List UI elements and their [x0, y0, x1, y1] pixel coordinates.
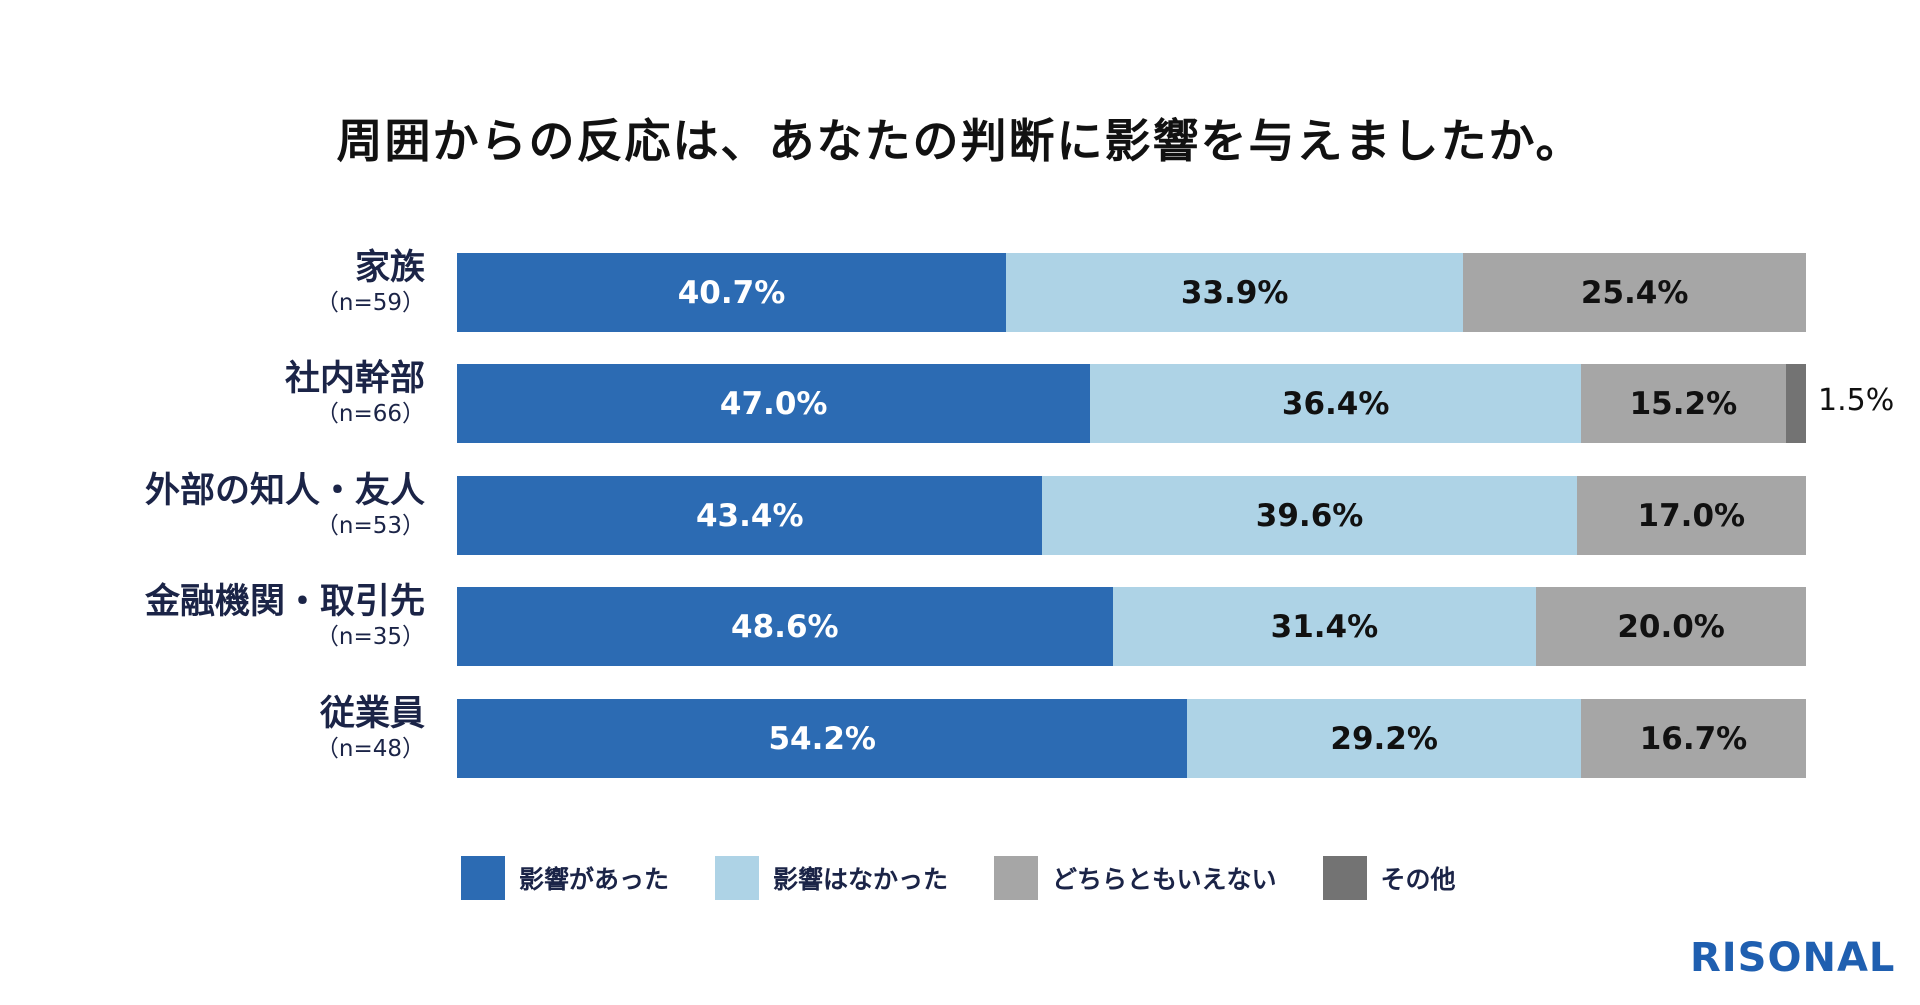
category-name: 従業員 [319, 694, 425, 734]
category-name: 社内幹部 [284, 359, 425, 399]
bar-segment: 16.7% [1580, 699, 1806, 778]
category-label: 従業員 （n=48） [316, 694, 425, 764]
category-label: 金融機関・取引先 （n=35） [145, 582, 425, 652]
legend-item: その他 [1322, 856, 1456, 900]
legend-item: どちらともいえない [994, 856, 1277, 900]
category-name: 家族 [354, 248, 425, 288]
risonal-logo: RISONAL [1690, 935, 1896, 981]
legend-label: 影響はなかった [773, 865, 949, 894]
legend: 影響があった 影響はなかった どちらともいえない その他 [461, 856, 1502, 900]
legend-swatch [461, 856, 505, 900]
chart-title: 周囲からの反応は、あなたの判断に影響を与えましたか。 [336, 114, 1584, 168]
bar-segment: 47.0% [457, 364, 1091, 443]
bar-segment: 43.4% [457, 476, 1043, 555]
bar-segment: 31.4% [1112, 587, 1537, 666]
bar-segment: 36.4% [1090, 364, 1581, 443]
legend-swatch [994, 856, 1039, 900]
category-label: 社内幹部 （n=66） [285, 359, 425, 429]
bar-segment: 25.4% [1463, 253, 1806, 332]
category-label: 家族 （n=59） [316, 248, 425, 318]
bar-row: 48.6% 31.4% 20.0% [457, 587, 1806, 666]
sample-size: （n=66） [315, 401, 425, 427]
bar-segment [1785, 364, 1806, 443]
bar-segment: 33.9% [1006, 253, 1464, 332]
bar-segment: 40.7% [457, 253, 1007, 332]
legend-label: 影響があった [519, 865, 670, 894]
category-name: 金融機関・取引先 [144, 582, 425, 622]
category-name: 外部の知人・友人 [144, 471, 425, 511]
bar-segment: 15.2% [1580, 364, 1786, 443]
sample-size: （n=35） [315, 624, 425, 650]
bar-segment: 54.2% [457, 699, 1188, 778]
legend-label: その他 [1380, 865, 1456, 894]
legend-item: 影響はなかった [715, 856, 948, 900]
sample-size: （n=48） [315, 736, 425, 762]
legend-swatch [715, 856, 760, 900]
bar-segment: 39.6% [1042, 476, 1577, 555]
legend-label: どちらともいえない [1052, 865, 1277, 894]
bar-segment: 17.0% [1576, 476, 1806, 555]
sample-size: （n=59） [315, 290, 425, 316]
bar-segment: 48.6% [457, 587, 1113, 666]
bar-row: 40.7% 33.9% 25.4% [457, 253, 1806, 332]
bar-row: 47.0% 36.4% 15.2% [457, 364, 1806, 443]
category-label: 外部の知人・友人 （n=53） [145, 471, 425, 541]
bar-segment: 29.2% [1187, 699, 1581, 778]
legend-item: 影響があった [461, 856, 669, 900]
bar-row: 54.2% 29.2% 16.7% [457, 699, 1806, 778]
data-label: 1.5% [1818, 383, 1895, 418]
sample-size: （n=53） [315, 513, 425, 539]
legend-swatch [1322, 856, 1367, 900]
bar-segment: 20.0% [1536, 587, 1806, 666]
bar-row: 43.4% 39.6% 17.0% [457, 476, 1806, 555]
